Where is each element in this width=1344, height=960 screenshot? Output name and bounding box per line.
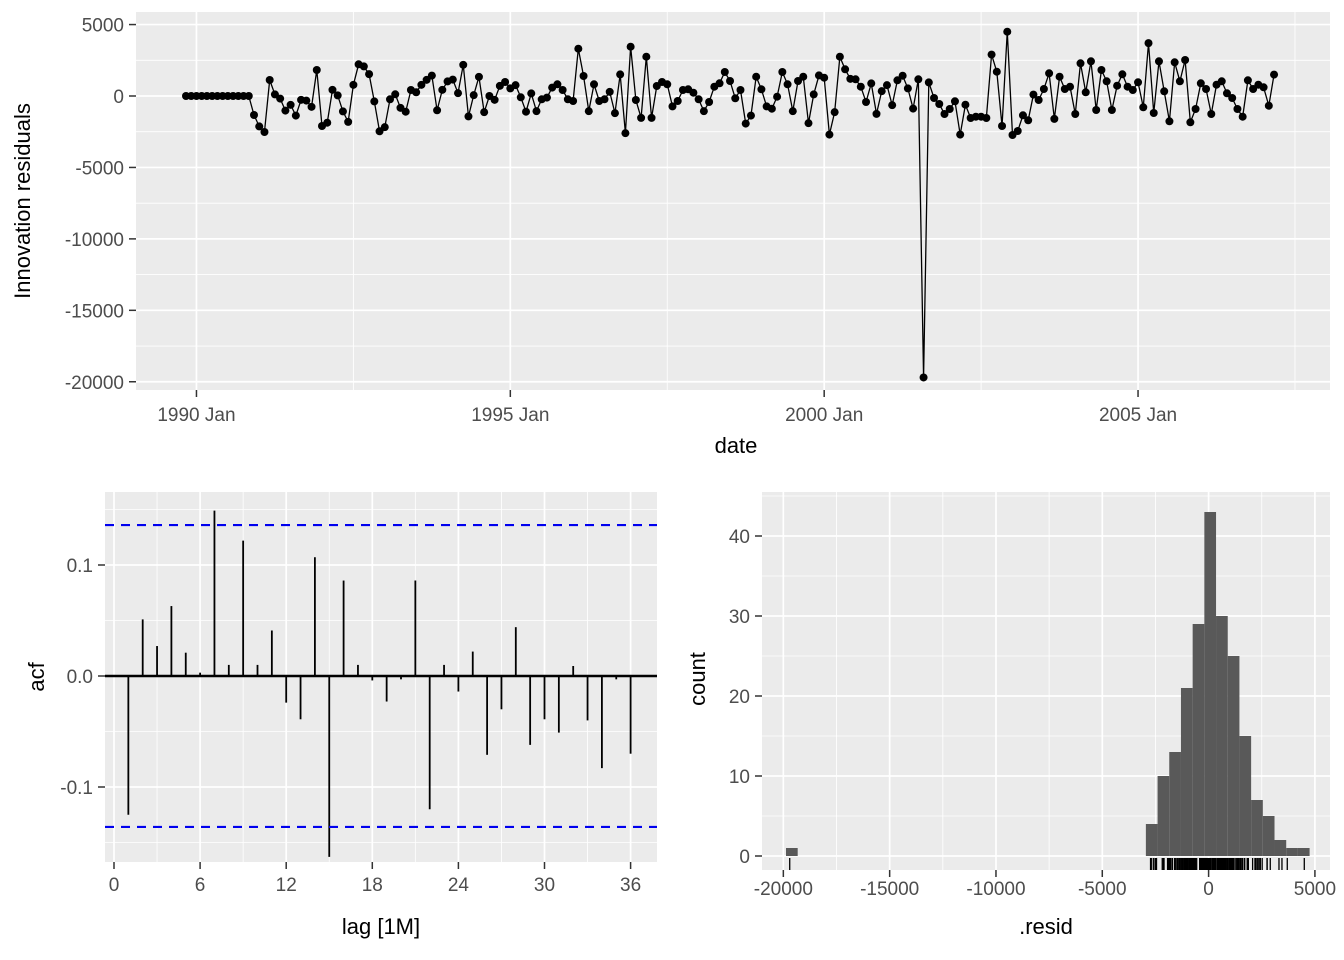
svg-text:2000 Jan: 2000 Jan: [785, 405, 863, 426]
svg-text:10: 10: [729, 767, 750, 788]
svg-text:0: 0: [113, 87, 124, 108]
ts-x-axis-title: date: [715, 433, 758, 458]
svg-text:-10000: -10000: [966, 879, 1025, 900]
svg-text:1995 Jan: 1995 Jan: [471, 405, 549, 426]
svg-text:6: 6: [195, 875, 206, 896]
svg-text:36: 36: [620, 875, 641, 896]
svg-text:5000: 5000: [82, 16, 124, 37]
svg-text:20: 20: [729, 687, 750, 708]
svg-text:12: 12: [276, 875, 297, 896]
acf-y-axis-title: acf: [24, 661, 49, 691]
svg-text:0: 0: [1203, 879, 1214, 900]
svg-text:-15000: -15000: [65, 301, 124, 322]
svg-text:2005 Jan: 2005 Jan: [1099, 405, 1177, 426]
svg-text:1990 Jan: 1990 Jan: [157, 405, 235, 426]
svg-text:0.1: 0.1: [67, 556, 93, 577]
svg-text:-5000: -5000: [75, 158, 124, 179]
svg-text:-0.1: -0.1: [60, 778, 93, 799]
svg-text:0: 0: [739, 847, 750, 868]
svg-text:-20000: -20000: [754, 879, 813, 900]
acf-x-axis-title: lag [1M]: [342, 914, 420, 939]
svg-text:30: 30: [534, 875, 555, 896]
svg-text:0: 0: [109, 875, 120, 896]
svg-text:5000: 5000: [1294, 879, 1336, 900]
histogram-plot-panel: -20000 -15000 -10000 -5000 0 5000 0 10 20 30 40: [729, 492, 1336, 900]
ts-y-axis-title: Innovation residuals: [10, 103, 35, 299]
svg-text:-20000: -20000: [65, 373, 124, 394]
svg-text:-15000: -15000: [860, 879, 919, 900]
hist-x-axis-title: .resid: [1019, 914, 1073, 939]
acf-plot-panel: 0 6 12 18 24 30 36 0.1 0.0 -0.1: [60, 492, 657, 896]
svg-text:40: 40: [729, 527, 750, 548]
svg-text:18: 18: [362, 875, 383, 896]
svg-text:-10000: -10000: [65, 230, 124, 251]
hist-y-axis-title: count: [685, 652, 710, 706]
svg-text:30: 30: [729, 607, 750, 628]
svg-text:0.0: 0.0: [67, 667, 93, 688]
svg-text:24: 24: [448, 875, 470, 896]
residuals-time-plot-panel: 1990 Jan 1995 Jan 2000 Jan 2005 Jan 5000 0 -50…: [65, 12, 1330, 426]
svg-text:-5000: -5000: [1078, 879, 1127, 900]
